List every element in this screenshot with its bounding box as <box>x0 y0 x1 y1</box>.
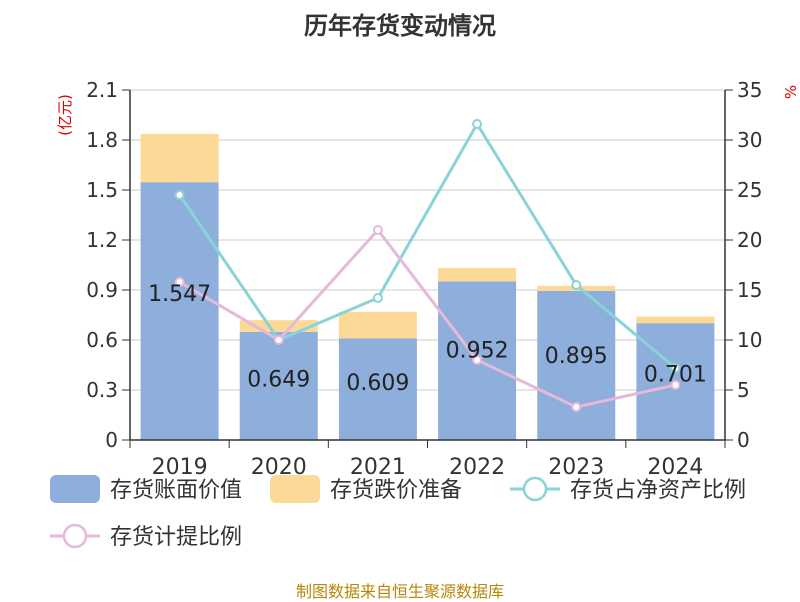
point-inventory-to-net-assets <box>372 293 383 303</box>
line-inventory-to-net-assets <box>178 121 677 370</box>
bar-impairment-reserve <box>239 320 318 332</box>
legend-impairment-reserve-label: 存货跌价准备 <box>330 478 462 503</box>
point-provision-ratio <box>571 402 582 412</box>
point-provision-ratio <box>670 380 681 390</box>
point-inventory-to-net-assets <box>571 280 582 290</box>
point-provision-ratio <box>273 335 284 345</box>
legend-inventory-to-net-assets-label: 存货占净资产比例 <box>570 478 746 503</box>
legend-provision-ratio-swatch-marker <box>62 523 88 549</box>
point-inventory-to-net-assets <box>472 119 483 129</box>
point-provision-ratio <box>372 225 383 235</box>
bar-book-value <box>140 182 219 440</box>
y-left-tick-label: 0 <box>105 428 118 452</box>
y-left-tick-label: 1.5 <box>86 178 118 202</box>
y-left-tick-label: 0.9 <box>86 278 118 302</box>
bar-book-value <box>338 338 417 440</box>
y-right-tick-label: 30 <box>737 128 762 152</box>
legend-provision-ratio-label: 存货计提比例 <box>110 525 242 550</box>
y-right-tick-label: 20 <box>737 228 762 252</box>
y-left-axis-label: (亿元) <box>56 94 74 136</box>
legend-book-value-label: 存货账面价值 <box>110 478 242 503</box>
point-inventory-to-net-assets <box>174 190 185 200</box>
bar-data-label: 0.895 <box>545 344 608 369</box>
chart-title: 历年存货变动情况 <box>304 12 496 40</box>
y-left-tick-label: 2.1 <box>86 78 118 102</box>
y-left-tick-label: 1.8 <box>86 128 118 152</box>
y-right-tick-label: 10 <box>737 328 762 352</box>
bar-data-label: 0.701 <box>644 362 707 387</box>
line-provision-ratio <box>178 227 676 409</box>
bar-impairment-reserve <box>140 133 219 183</box>
legend-impairment-reserve-swatch <box>270 475 320 503</box>
y-right-tick-label: 5 <box>737 378 750 402</box>
y-left-tick-label: 0.3 <box>86 378 118 402</box>
y-right-tick-label: 0 <box>737 428 750 452</box>
y-left-tick-label: 1.2 <box>86 228 118 252</box>
legend-book-value-swatch <box>50 475 100 503</box>
bar-impairment-reserve <box>338 311 417 339</box>
y-right-tick-label: 25 <box>737 178 762 202</box>
point-provision-ratio <box>472 355 483 365</box>
y-right-tick-label: 35 <box>737 78 762 102</box>
x-tick-label: 2024 <box>647 455 703 480</box>
point-provision-ratio <box>174 277 185 287</box>
bar-book-value <box>239 331 318 440</box>
legend-inventory-to-net-assets-swatch-marker <box>522 476 548 502</box>
bar-impairment-reserve <box>438 268 517 282</box>
y-right-tick-label: 15 <box>737 278 762 302</box>
bar-data-label: 1.547 <box>148 282 211 307</box>
bar-data-label: 0.609 <box>346 371 409 396</box>
bar-impairment-reserve <box>636 316 715 324</box>
y-left-tick-label: 0.6 <box>86 328 118 352</box>
x-tick-label: 2022 <box>449 455 505 480</box>
bar-book-value <box>537 290 616 440</box>
x-tick-label: 2023 <box>548 455 604 480</box>
x-tick-label: 2019 <box>152 455 208 480</box>
bar-data-label: 0.649 <box>247 367 310 392</box>
source-footer: 制图数据来自恒生聚源数据库 <box>295 582 504 601</box>
x-tick-label: 2021 <box>350 455 406 480</box>
point-inventory-to-net-assets <box>670 363 681 373</box>
bar-data-label: 0.952 <box>446 339 509 364</box>
y-right-axis-label: % <box>782 85 800 99</box>
